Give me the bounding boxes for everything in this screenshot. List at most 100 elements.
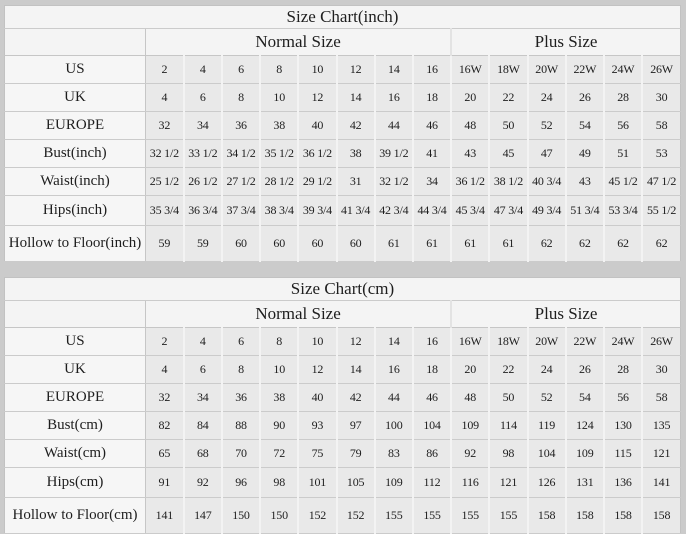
cell: 16 — [373, 355, 413, 384]
column-group-header: Normal Size — [145, 300, 452, 328]
cell: 26 — [564, 355, 604, 384]
corner-cell — [4, 28, 146, 56]
cell: 61 — [373, 225, 413, 262]
cell: 20 — [450, 355, 490, 384]
cell: 53 — [641, 139, 681, 168]
cell: 42 3/4 — [373, 195, 413, 226]
cell: 135 — [641, 411, 681, 440]
table-row: Waist(cm) 65 68 70 72 75 79 83 86 92 98 104 109 115 12… — [4, 439, 681, 468]
cell: 48 — [450, 383, 490, 412]
cell: 92 — [450, 439, 490, 468]
cell: 32 1/2 — [373, 167, 413, 196]
chart-title: Size Chart(inch) — [4, 5, 681, 29]
cell: 45 — [488, 139, 528, 168]
cell: 12 — [335, 55, 375, 84]
cell: 82 — [144, 411, 184, 440]
cell: 31 — [335, 167, 375, 196]
cell: 51 3/4 — [564, 195, 604, 226]
cell: 50 — [488, 111, 528, 140]
cell: 32 1/2 — [144, 139, 184, 168]
cell: 38 1/2 — [488, 167, 528, 196]
cell: 62 — [564, 225, 604, 262]
row-label: Waist(inch) — [4, 167, 146, 196]
cell: 58 — [641, 111, 681, 140]
cell: 59 — [182, 225, 222, 262]
table-row: US 2 4 6 8 10 12 14 16 16W 18W 20W 22W 24W 26W — [4, 55, 681, 84]
cell: 36 1/2 — [297, 139, 337, 168]
cell: 10 — [297, 55, 337, 84]
cell: 60 — [259, 225, 299, 262]
cell: 62 — [602, 225, 643, 262]
cell: 16 — [411, 55, 452, 84]
cell: 16 — [373, 83, 413, 112]
cell: 158 — [641, 497, 681, 534]
cell: 51 — [602, 139, 643, 168]
cell: 6 — [220, 327, 261, 356]
cell: 12 — [297, 355, 337, 384]
cell: 61 — [411, 225, 452, 262]
cell: 34 1/2 — [220, 139, 261, 168]
cell: 65 — [144, 439, 184, 468]
cell: 6 — [182, 83, 222, 112]
cell: 42 — [335, 383, 375, 412]
column-group-header: Plus Size — [450, 300, 681, 328]
cell: 105 — [335, 467, 375, 498]
cell: 35 3/4 — [144, 195, 184, 226]
cell: 104 — [411, 411, 452, 440]
cell: 12 — [335, 327, 375, 356]
cell: 60 — [220, 225, 261, 262]
cell: 30 — [641, 355, 681, 384]
cell: 12 — [297, 83, 337, 112]
cell: 158 — [564, 497, 604, 534]
cell: 2 — [144, 55, 184, 84]
size-charts-container: Size Chart(inch) Normal Size Plus Size US 2 4… — [4, 5, 681, 534]
cell: 24W — [602, 55, 643, 84]
cell: 29 1/2 — [297, 167, 337, 196]
cell: 10 — [297, 327, 337, 356]
cell: 49 3/4 — [526, 195, 566, 226]
cell: 70 — [220, 439, 261, 468]
cell: 38 — [335, 139, 375, 168]
cell: 124 — [564, 411, 604, 440]
row-label: Waist(cm) — [4, 439, 146, 468]
table-row: Bust(inch) 32 1/2 33 1/2 34 1/2 35 1/2 36 1/2… — [4, 139, 681, 168]
cell: 28 1/2 — [259, 167, 299, 196]
cell: 36 3/4 — [182, 195, 222, 226]
cell: 155 — [411, 497, 452, 534]
cell: 121 — [488, 467, 528, 498]
cell: 88 — [220, 411, 261, 440]
cell: 32 — [144, 111, 184, 140]
cell: 32 — [144, 383, 184, 412]
cell: 34 — [182, 383, 222, 412]
cell: 14 — [335, 355, 375, 384]
cell: 136 — [602, 467, 643, 498]
cell: 84 — [182, 411, 222, 440]
cell: 152 — [335, 497, 375, 534]
size-chart-inch: Size Chart(inch) Normal Size Plus Size US 2 4… — [4, 5, 681, 262]
cell: 41 3/4 — [335, 195, 375, 226]
cell: 14 — [373, 327, 413, 356]
cell: 38 — [259, 111, 299, 140]
cell: 38 3/4 — [259, 195, 299, 226]
cell: 56 — [602, 111, 643, 140]
cell: 83 — [373, 439, 413, 468]
cell: 58 — [641, 383, 681, 412]
cell: 36 1/2 — [450, 167, 490, 196]
cell: 34 — [182, 111, 222, 140]
cell: 109 — [373, 467, 413, 498]
row-label: US — [4, 55, 146, 84]
cell: 16W — [450, 55, 490, 84]
cell: 131 — [564, 467, 604, 498]
cell: 20W — [526, 327, 566, 356]
cell: 37 3/4 — [220, 195, 261, 226]
cell: 115 — [602, 439, 643, 468]
cell: 155 — [488, 497, 528, 534]
row-label: UK — [4, 355, 146, 384]
cell: 155 — [373, 497, 413, 534]
cell: 42 — [335, 111, 375, 140]
table-row: EUROPE 32 34 36 38 40 42 44 46 48 50 52 54 56 58 — [4, 111, 681, 140]
cell: 46 — [411, 111, 452, 140]
cell: 98 — [488, 439, 528, 468]
table-row: Hips(inch) 35 3/4 36 3/4 37 3/4 38 3/4 39 3/4… — [4, 195, 681, 226]
cell: 90 — [259, 411, 299, 440]
